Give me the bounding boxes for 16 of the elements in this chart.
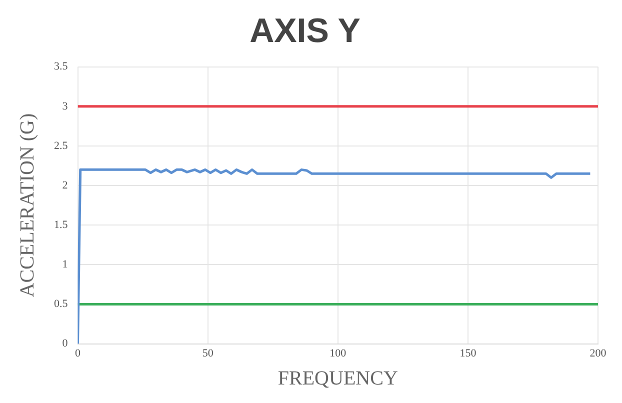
x-tick-label: 0 (75, 347, 81, 360)
y-tick-label: 0 (62, 338, 68, 350)
y-tick-label: 3 (62, 100, 68, 112)
y-tick-label: 2.5 (54, 140, 68, 152)
y-tick-label: 2 (62, 179, 68, 192)
x-tick-label: 200 (590, 347, 607, 360)
y-tick-label: 0.5 (54, 298, 68, 310)
x-tick-label: 150 (460, 347, 477, 360)
y-axis-title: ACCELERATION (G) (16, 113, 38, 298)
y-tick-label: 1 (62, 258, 68, 271)
x-axis-title: FREQUENCY (278, 367, 398, 390)
y-tick-label: 3.5 (54, 60, 68, 73)
y-tick-label: 1.5 (54, 218, 68, 231)
x-tick-label: 100 (330, 347, 347, 360)
chart-title: AXIS Y (250, 12, 361, 50)
x-tick-label: 50 (202, 347, 214, 360)
